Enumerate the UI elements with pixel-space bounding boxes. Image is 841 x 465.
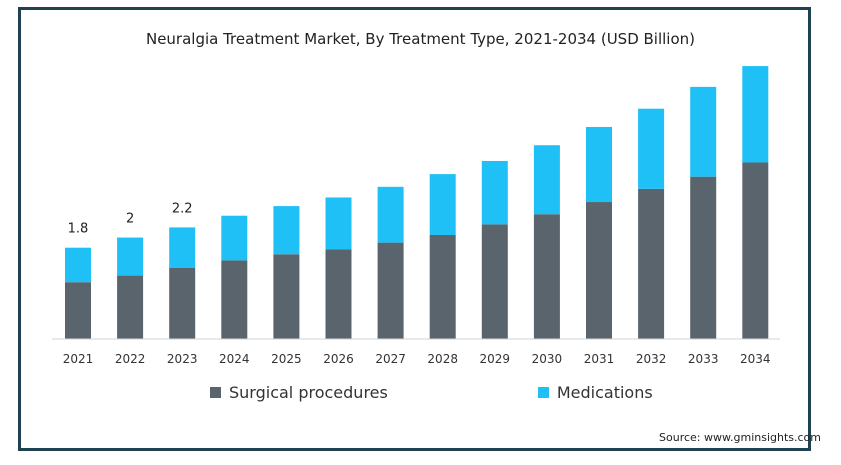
legend-item-surgical: Surgical procedures (210, 383, 388, 402)
bar-surgical-2022 (117, 275, 144, 339)
legend: Surgical procedures Medications (210, 383, 653, 402)
bar-medications-2033 (690, 86, 717, 177)
bar-medications-2031 (586, 126, 612, 203)
bar-surgical-2027 (377, 242, 404, 339)
source-note: Source: www.gminsights.com (659, 431, 821, 444)
bar-surgical-2029 (481, 224, 508, 339)
bar-medications-2032 (638, 108, 665, 189)
bar-medications-2030 (533, 145, 560, 215)
x-tick-label-2024: 2024 (219, 352, 250, 366)
bar-surgical-2034 (742, 162, 769, 339)
legend-label-medications: Medications (556, 383, 653, 402)
chart-frame (18, 7, 811, 451)
x-tick-label-2025: 2025 (271, 352, 302, 366)
bar-surgical-2021 (65, 282, 91, 339)
data-label-2021: 1.8 (68, 222, 89, 237)
bar-medications-2021 (65, 247, 91, 283)
data-label-2023: 2.2 (172, 201, 193, 216)
x-tick-label-2029: 2029 (480, 352, 511, 366)
bars-group (65, 66, 769, 339)
bar-surgical-2032 (638, 188, 665, 339)
bar-medications-2028 (429, 174, 456, 236)
data-labels: 1.8 2 2.2 (68, 201, 193, 236)
bar-surgical-2025 (273, 254, 300, 339)
x-tick-label-2033: 2033 (688, 352, 719, 366)
bar-medications-2034 (742, 66, 769, 163)
bar-medications-2024 (221, 215, 248, 261)
bar-medications-2022 (117, 237, 144, 276)
chart-title: Neuralgia Treatment Market, By Treatment… (145, 30, 696, 48)
x-tick-label-2031: 2031 (584, 352, 615, 366)
bar-surgical-2028 (429, 235, 456, 339)
legend-label-surgical: Surgical procedures (229, 383, 388, 402)
bar-medications-2026 (325, 197, 352, 250)
bar-surgical-2030 (533, 214, 560, 339)
x-tick-label-2030: 2030 (532, 352, 563, 366)
x-tick-label-2034: 2034 (740, 352, 771, 366)
legend-swatch-surgical (210, 387, 221, 398)
x-tick-label-2023: 2023 (167, 352, 198, 366)
bar-surgical-2031 (586, 202, 612, 339)
bar-surgical-2024 (221, 260, 248, 339)
x-tick-label-2021: 2021 (63, 352, 94, 366)
bar-surgical-2023 (169, 267, 196, 339)
bar-medications-2025 (273, 206, 300, 255)
bar-medications-2027 (377, 186, 404, 243)
x-tick-label-2032: 2032 (636, 352, 667, 366)
x-tick-label-2022: 2022 (115, 352, 146, 366)
x-tick-label-2026: 2026 (323, 352, 354, 366)
x-tick-label-2028: 2028 (427, 352, 458, 366)
legend-item-medications: Medications (537, 383, 653, 402)
bar-medications-2029 (481, 160, 508, 225)
legend-swatch-medications (537, 387, 549, 398)
bar-medications-2023 (169, 227, 196, 268)
x-tick-label-2027: 2027 (375, 352, 406, 366)
x-tick-labels: 2021 2022 2023 2024 2025 2026 2027 2028 2029 2030… (63, 352, 771, 366)
data-label-2022: 2 (126, 212, 134, 227)
bar-surgical-2026 (325, 249, 352, 339)
bar-surgical-2033 (690, 176, 717, 339)
